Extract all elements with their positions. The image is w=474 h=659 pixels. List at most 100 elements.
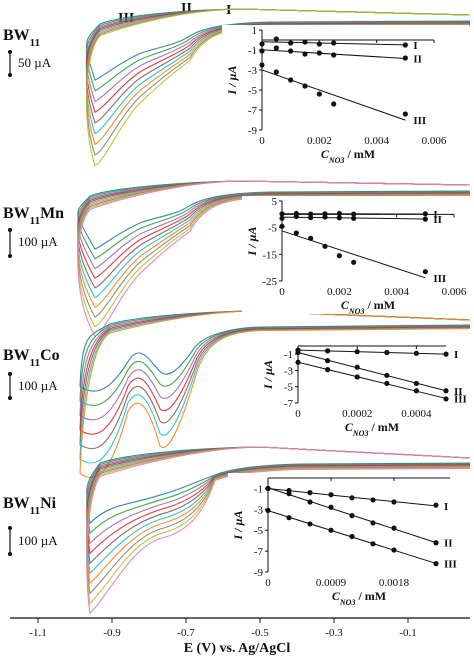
inset-point-i	[370, 497, 376, 503]
panel-title-bw11co: BW11Co	[3, 347, 60, 369]
inset-point-iii	[331, 101, 337, 107]
inset-point-i	[302, 39, 308, 45]
inset-point-i	[288, 40, 294, 46]
inset-series-label-i: I	[413, 40, 417, 52]
cv-curve	[85, 8, 471, 156]
inset-point-ii	[286, 491, 292, 497]
inset-point-iii	[288, 77, 294, 83]
inset-series-label-ii: II	[413, 53, 422, 65]
cv-curve	[77, 180, 471, 309]
cv-curve	[85, 8, 471, 114]
inset-series-label-iii: III	[413, 115, 426, 127]
inset-point-iii	[322, 243, 328, 249]
cv-curve	[85, 8, 471, 146]
inset-x-axis-label: CNO3 / mM	[345, 420, 399, 438]
inset-point-i	[433, 502, 439, 508]
inset-fit-line-iii	[297, 361, 447, 399]
inset-series-label-i: I	[454, 349, 458, 361]
inset-point-ii	[279, 215, 285, 221]
inset-x-tick-label: 0.0004	[401, 408, 432, 420]
inset-point-ii	[384, 372, 390, 378]
inset-point-iii	[273, 69, 279, 75]
inset-y-tick-label: 5	[272, 196, 278, 208]
inset-point-ii	[325, 358, 331, 364]
inset-x-tick-label: 0.0009	[316, 577, 347, 589]
cv-curve	[85, 8, 471, 124]
inset-y-tick-label: -1	[284, 349, 293, 361]
inset-plot-bw11: 1 -1 -3 -5 -7 -90 0.002 0.004 0.006 I / µA CNO3 / …	[222, 25, 469, 165]
inset-point-iii	[295, 359, 301, 365]
cv-curve	[86, 446, 471, 595]
scale-bar-label-bw11mn: 100 µA	[18, 234, 58, 249]
inset-point-iii	[308, 235, 314, 241]
inset-x-tick-label: 0	[295, 408, 301, 420]
inset-point-iii	[351, 259, 357, 265]
inset-point-i	[279, 211, 285, 217]
inset-point-iii	[391, 547, 397, 553]
inset-series-label-i: I	[444, 501, 448, 513]
inset-series-label-iii: III	[454, 393, 467, 405]
inset-y-tick-label: -1	[248, 45, 257, 57]
inset-y-tick-label: -15	[262, 249, 277, 261]
inset-point-i	[307, 490, 313, 496]
scale-bar-label-bw11co: 100 µA	[18, 378, 58, 393]
inset-y-axis-label: I / µA	[261, 360, 275, 390]
inset-point-iii	[354, 374, 360, 380]
inset-point-ii	[265, 485, 271, 492]
inset-fit-line-ii	[297, 352, 447, 392]
inset-x-tick-label: 0	[279, 286, 285, 298]
inset-point-i	[413, 350, 419, 356]
inset-point-ii	[273, 45, 279, 51]
x-tick-label: -0.5	[251, 627, 269, 639]
inset-point-ii	[259, 48, 265, 54]
inset-x-tick-label: 0.006	[442, 286, 467, 298]
inset-x-tick-label: 0.006	[422, 135, 447, 147]
inset-point-iii	[384, 380, 390, 387]
inset-point-iii	[302, 83, 308, 89]
cv-curve	[79, 310, 471, 421]
inset-point-i	[443, 351, 449, 357]
inset-point-ii	[316, 50, 322, 56]
inset-point-i	[349, 495, 355, 501]
inset-series-label-iii: III	[433, 273, 446, 285]
inset-point-iii	[413, 388, 419, 394]
inset-point-i	[354, 349, 360, 355]
cv-curve	[85, 8, 471, 135]
inset-point-ii	[302, 51, 308, 57]
scale-bar-bw11ni: 100 µA	[8, 526, 58, 556]
cv-curves-bw11ni	[86, 446, 471, 615]
inset-point-i	[336, 210, 342, 217]
inset-series-label-ii: II	[454, 386, 463, 398]
inset-y-axis-label: I / µA	[231, 511, 245, 541]
scale-bar-bw11mn: 100 µA	[8, 228, 58, 258]
cv-curve	[77, 180, 471, 318]
inset-point-iii	[328, 527, 334, 533]
panel-title-bw11mn: BW11Mn	[3, 205, 64, 227]
inset-point-i	[316, 41, 322, 47]
scale-bar-label-bw11ni: 100 µA	[18, 533, 58, 548]
inset-x-tick-label: 0.0002	[342, 408, 372, 420]
x-axis-ticks: -1.1 -0.9 -0.7 -0.5 -0.3 -0.1	[29, 618, 417, 639]
cv-curve	[79, 310, 471, 479]
inset-point-ii	[422, 216, 428, 222]
inset-point-ii	[349, 513, 355, 519]
inset-background	[222, 25, 469, 163]
x-tick-label: -0.3	[325, 627, 343, 639]
inset-point-ii	[433, 540, 439, 546]
cv-curve	[77, 180, 471, 299]
inset-y-tick-label: 1	[252, 25, 258, 37]
inset-point-iii	[293, 230, 299, 236]
cv-curve	[85, 8, 471, 92]
inset-series-label-iii: III	[444, 558, 457, 570]
inset-x-axis-label: CNO3 / mM	[341, 298, 395, 316]
inset-point-ii	[391, 525, 397, 531]
inset-y-tick-label: -7	[248, 105, 258, 117]
panel-title-bw11ni: BW11Ni	[3, 495, 57, 517]
inset-point-ii	[413, 380, 419, 387]
cv-curve	[77, 180, 471, 279]
cv-curve	[85, 8, 471, 81]
inset-series-label-ii: II	[444, 538, 453, 550]
cv-curve	[85, 8, 471, 167]
